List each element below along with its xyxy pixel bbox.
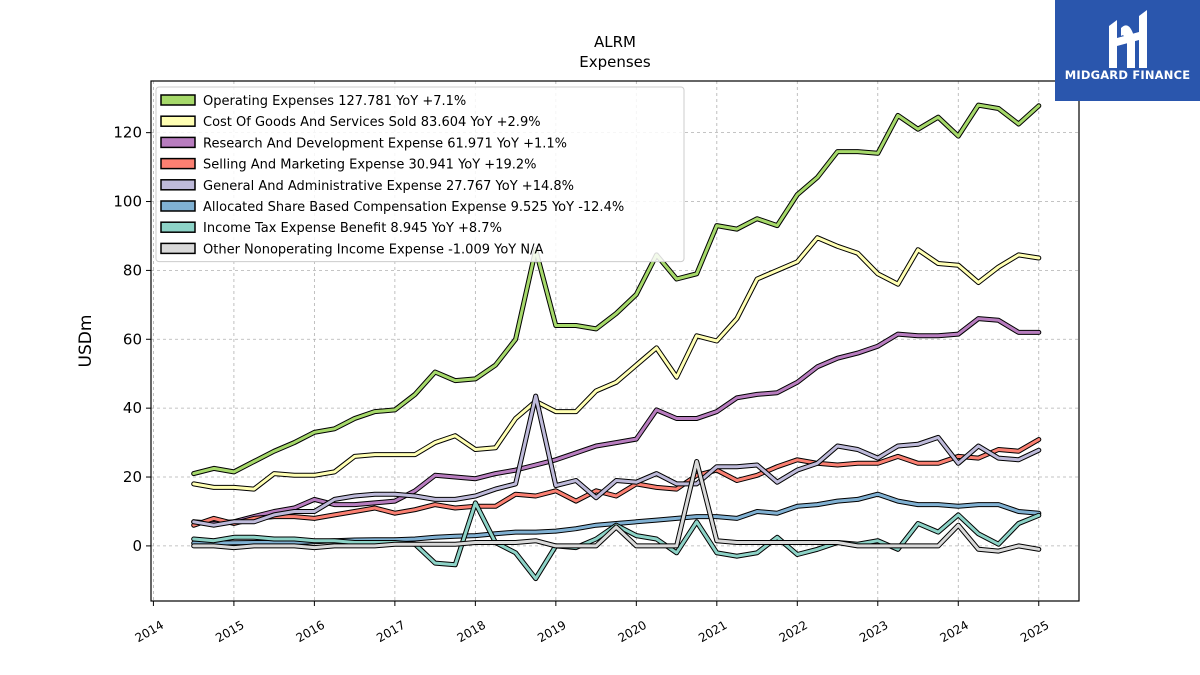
legend-entry: Selling And Marketing Expense 30.941 YoY… xyxy=(203,158,537,173)
series-outline xyxy=(191,316,1042,526)
series-line-5 xyxy=(191,393,1042,528)
legend-entry: Research And Development Expense 61.971 … xyxy=(203,136,567,151)
plot-frame xyxy=(150,80,1080,602)
series-stroke xyxy=(192,394,1041,527)
series-stroke xyxy=(192,438,1041,527)
y-tick-label: 0 xyxy=(132,537,142,555)
chart-title: ALRM xyxy=(594,33,636,51)
chart-subtitle: Expenses xyxy=(579,53,651,71)
series-line-1 xyxy=(191,102,1042,477)
x-tick-label: 2017 xyxy=(374,618,407,645)
y-tick-label: 60 xyxy=(123,330,142,348)
legend-entry: Cost Of Goods And Services Sold 83.604 Y… xyxy=(203,115,541,130)
series-line-4 xyxy=(191,437,1042,528)
legend-swatch xyxy=(160,200,196,212)
legend-entry: General And Administrative Expense 27.76… xyxy=(203,179,574,194)
x-tick-label: 2016 xyxy=(294,618,327,645)
legend-swatch xyxy=(160,221,196,233)
legend: Operating Expenses 127.781 YoY +7.1% Cost… xyxy=(155,86,685,263)
legend-entry: Operating Expenses 127.781 YoY +7.1% xyxy=(203,94,466,109)
y-tick-label: 40 xyxy=(123,399,142,417)
x-tick-label: 2021 xyxy=(696,618,729,645)
series-stroke xyxy=(192,501,1041,581)
legend-swatch xyxy=(160,115,196,127)
legend-swatch xyxy=(160,179,196,191)
y-tick-label: 100 xyxy=(113,193,142,211)
legend-swatch xyxy=(160,94,196,106)
y-tick-label: 20 xyxy=(123,468,142,486)
x-tick-label: 2025 xyxy=(1018,618,1051,645)
legend-entry: Other Nonoperating Income Expense -1.009… xyxy=(203,242,543,257)
x-tick-label: 2020 xyxy=(616,618,649,645)
series-outline xyxy=(191,235,1042,492)
series-stroke xyxy=(192,236,1041,491)
brand-mark-icon xyxy=(1109,10,1147,68)
series-stroke xyxy=(192,317,1041,525)
x-tick-label: 2015 xyxy=(213,618,246,645)
series-line-3 xyxy=(191,316,1042,526)
y-tick-label: 80 xyxy=(123,261,142,279)
y-tick-label: 120 xyxy=(113,124,142,142)
legend-swatch xyxy=(160,136,196,149)
x-tick-label: 2018 xyxy=(455,618,488,645)
y-axis-label: USDm xyxy=(76,315,96,368)
x-tick-label: 2024 xyxy=(938,618,971,645)
legend-swatch xyxy=(160,157,196,170)
x-tick-label: 2022 xyxy=(777,618,810,645)
series-line-2 xyxy=(191,235,1042,492)
x-tick-label: 2019 xyxy=(535,618,568,645)
legend-entry: Allocated Share Based Compensation Expen… xyxy=(203,200,624,215)
series-stroke xyxy=(192,103,1041,476)
x-tick-label: 2023 xyxy=(857,618,890,645)
legend-box xyxy=(155,86,685,263)
series-stroke xyxy=(192,460,1041,553)
legend-entry: Income Tax Expense Benefit 8.945 YoY +8.… xyxy=(203,221,502,236)
series-line-8 xyxy=(191,459,1042,554)
x-tick-label: 2014 xyxy=(133,618,166,645)
brand-logo: MIDGARD FINANCE xyxy=(1055,0,1200,101)
series-line-7 xyxy=(191,500,1042,582)
legend-swatch xyxy=(160,242,196,255)
brand-name: MIDGARD FINANCE xyxy=(1064,68,1191,82)
series-layer xyxy=(191,102,1042,582)
